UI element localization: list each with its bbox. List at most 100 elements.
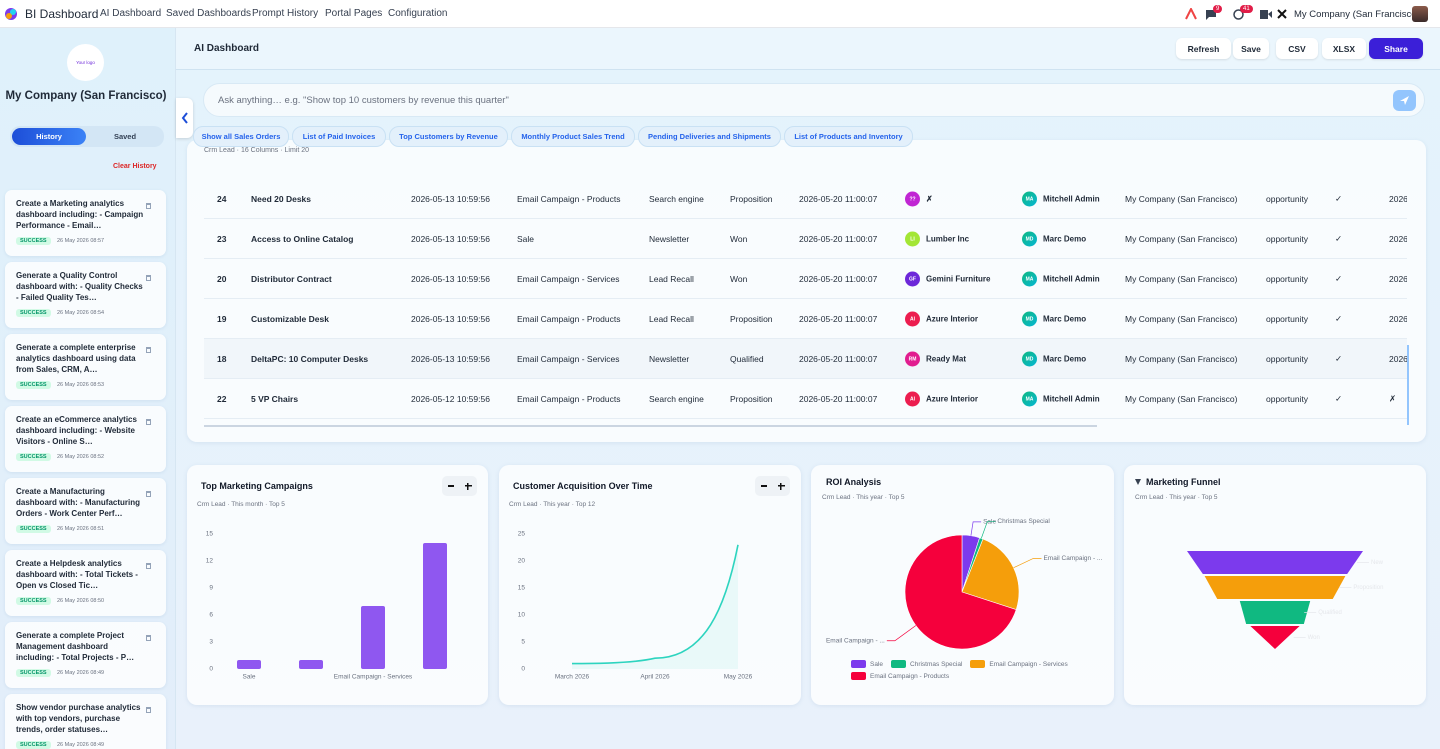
status-badge: SUCCESS	[16, 597, 51, 605]
zoom-in[interactable]	[777, 482, 785, 490]
leader-line	[970, 521, 982, 536]
delete-icon[interactable]	[146, 635, 151, 641]
share-button[interactable]: Share	[1369, 38, 1423, 59]
table-row[interactable]: 22 5 VP Chairs 2026-05-12 10:59:56 Email Ca…	[204, 379, 1407, 419]
history-item[interactable]: Generate a complete enterprise analytics…	[5, 334, 166, 400]
table-cell: Access to Online Catalog	[251, 234, 354, 244]
table-cell: Mitchell Admin	[1043, 274, 1100, 284]
brand-icon	[5, 8, 17, 20]
video-icon[interactable]	[1260, 10, 1272, 19]
avatar: AI	[905, 311, 920, 327]
delete-icon[interactable]	[146, 491, 151, 497]
clock-icon[interactable]	[1233, 9, 1244, 20]
table-cell: ✓	[1335, 233, 1343, 244]
history-item[interactable]: Create an eCommerce analytics dashboard …	[5, 406, 166, 472]
table-row[interactable]: 23 Access to Online Catalog 2026-05-13 10:…	[204, 219, 1407, 259]
suggestion-chip[interactable]: Show all Sales Orders	[193, 126, 289, 147]
y-tick-label: 9	[209, 585, 213, 592]
history-item[interactable]: Create a Marketing analytics dashboard i…	[5, 190, 166, 256]
suggestion-chip[interactable]: Pending Deliveries and Shipments	[638, 126, 781, 147]
table-row[interactable]: 24 Need 20 Desks 2026-05-13 10:59:56 Email …	[204, 179, 1407, 219]
csv-button[interactable]: CSV	[1276, 38, 1318, 59]
table-cell: 22	[217, 394, 227, 404]
table-row[interactable]: 19 Customizable Desk 2026-05-13 10:59:56 Em…	[204, 299, 1407, 339]
collapse-toggle[interactable]	[176, 98, 193, 138]
menu-item[interactable]: Configuration	[388, 8, 448, 19]
table-cell: opportunity	[1266, 394, 1309, 404]
history-text: Create a Marketing analytics dashboard i…	[16, 199, 144, 230]
menu-item[interactable]: AI Dashboard	[100, 8, 162, 19]
legend-item[interactable]: Sale	[851, 660, 883, 668]
tab-saved[interactable]: Saved	[113, 132, 137, 141]
table-cell: My Company (San Francisco)	[1125, 394, 1238, 404]
tab-history[interactable]: History	[12, 128, 86, 145]
history-date: 26 May 2026 08:49	[57, 742, 105, 748]
page-title: AI Dashboard	[194, 43, 260, 54]
menu-item[interactable]: Portal Pages	[325, 8, 383, 19]
status-badge: SUCCESS	[16, 741, 51, 749]
search-box[interactable]: Ask anything… e.g. "Show top 10 customer…	[203, 83, 1425, 117]
menu-item[interactable]: Saved Dashboards	[166, 8, 252, 19]
table-cell: Search engine	[649, 194, 704, 204]
suggestion-chip[interactable]: List of Products and Inventory	[784, 126, 913, 147]
ai-icon[interactable]	[1185, 8, 1197, 20]
avatar: MD	[1022, 231, 1037, 247]
y-tick-label: 0	[209, 666, 213, 673]
zoom-in[interactable]	[464, 482, 472, 490]
menu-item[interactable]: Prompt History	[252, 8, 319, 19]
table-cell: 23	[217, 234, 227, 244]
clear-history[interactable]: Clear History	[113, 163, 157, 170]
table-cell: Customizable Desk	[251, 314, 329, 324]
legend-item[interactable]: Email Campaign - Products	[851, 672, 949, 680]
delete-icon[interactable]	[146, 347, 151, 353]
suggestion-chip[interactable]: Monthly Product Sales Trend	[511, 126, 635, 147]
chart-plot: 0 3 6 9 12 15 Sale Email Campaign - Services	[206, 531, 447, 681]
history-item[interactable]: Generate a Quality Control dashboard wit…	[5, 262, 166, 328]
table-cell: Email Campaign - Products	[517, 194, 621, 204]
history-date: 26 May 2026 08:50	[57, 598, 105, 604]
history-item[interactable]: Create a Helpdesk analytics dashboard wi…	[5, 550, 166, 616]
refresh-button[interactable]: Refresh	[1176, 38, 1231, 59]
legend-item[interactable]: Email Campaign - Services	[970, 660, 1068, 668]
history-item[interactable]: Show vendor purchase analytics with top …	[5, 694, 166, 749]
bar	[299, 660, 323, 669]
zoom-out[interactable]	[447, 485, 454, 487]
xlsx-button[interactable]: XLSX	[1322, 38, 1366, 59]
tools-icon[interactable]	[1277, 9, 1287, 19]
legend-swatch	[851, 672, 866, 680]
table-cell: 2026	[1389, 234, 1407, 244]
table-cell: ✓	[1335, 353, 1343, 364]
suggestion-chip[interactable]: List of Paid Invoices	[292, 126, 386, 147]
delete-icon[interactable]	[146, 563, 151, 569]
table-cell: 2026-05-20 11:00:07	[799, 194, 878, 204]
delete-icon[interactable]	[146, 419, 151, 425]
history-item[interactable]: Create a Manufacturing dashboard with: -…	[5, 478, 166, 544]
save-button[interactable]: Save	[1233, 38, 1269, 59]
v-scrollbar	[1407, 345, 1409, 425]
delete-icon[interactable]	[146, 707, 151, 713]
legend-label: Email Campaign - Products	[870, 672, 950, 680]
legend-item[interactable]: Christmas Special	[891, 660, 962, 668]
delete-icon[interactable]	[146, 203, 151, 209]
y-tick-label: 6	[209, 612, 213, 619]
table-cell: ✓	[1335, 193, 1343, 204]
brand[interactable]: BI Dashboard	[25, 7, 99, 21]
history-item[interactable]: Generate a complete Project Management d…	[5, 622, 166, 688]
delete-icon[interactable]	[146, 275, 151, 281]
status-badge: SUCCESS	[16, 381, 51, 389]
table-row[interactable]: 20 Distributor Contract 2026-05-13 10:59:5…	[204, 259, 1407, 299]
table-cell: Marc Demo	[1043, 234, 1087, 244]
chart-card: Top Marketing Campaigns Crm Lead · This m…	[187, 465, 488, 705]
zoom-out[interactable]	[760, 485, 767, 487]
avatar: MA	[1022, 191, 1037, 207]
h-scrollbar	[204, 425, 1097, 427]
chat-icon[interactable]	[1205, 9, 1217, 20]
table-cell: Lead Recall	[649, 274, 694, 284]
company-switch[interactable]: My Company (San Francisco)	[1294, 9, 1420, 20]
table-cell: Email Campaign - Products	[517, 394, 621, 404]
user-avatar[interactable]	[1412, 6, 1428, 22]
suggestion-chip[interactable]: Top Customers by Revenue	[389, 126, 508, 147]
table-row[interactable]: 18 DeltaPC: 10 Computer Desks 2026-05-13 1…	[204, 339, 1407, 379]
y-tick-label: 25	[518, 531, 526, 538]
send-button[interactable]	[1393, 90, 1416, 111]
